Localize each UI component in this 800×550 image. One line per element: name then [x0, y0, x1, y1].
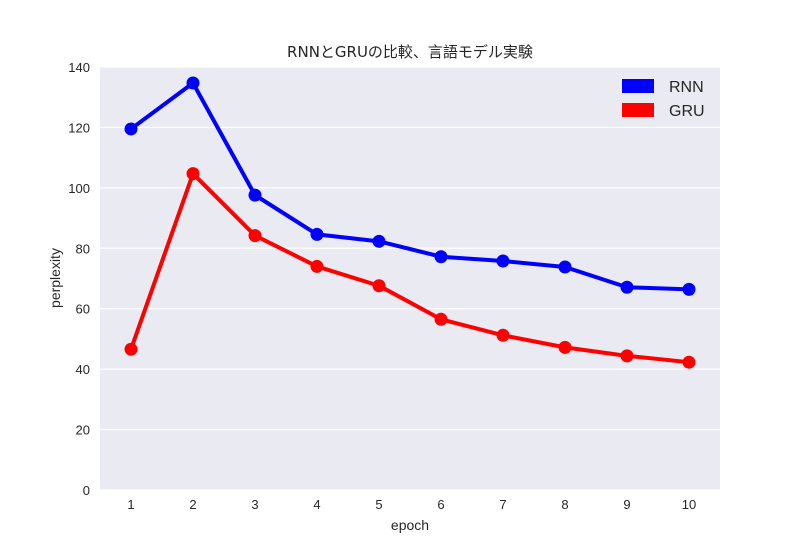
x-tick-label-6: 6 [437, 497, 444, 512]
gru-point-7 [496, 328, 510, 342]
rnn-point-9 [620, 280, 634, 294]
rnn-point-2 [186, 76, 200, 90]
rnn-point-8 [558, 260, 572, 274]
gru-point-9 [620, 349, 634, 363]
x-tick-label-9: 9 [623, 497, 630, 512]
y-tick-label-80: 80 [76, 241, 90, 256]
gru-point-5 [372, 279, 386, 293]
y-tick-label-0: 0 [83, 483, 90, 498]
x-tick-labels: 1 2 3 4 5 6 7 8 9 10 [127, 497, 696, 512]
y-tick-labels: 0 20 40 60 80 100 120 140 [68, 60, 90, 498]
rnn-point-10 [682, 282, 696, 296]
rnn-point-6 [434, 250, 448, 264]
gru-point-8 [558, 340, 572, 354]
y-tick-label-100: 100 [68, 181, 90, 196]
legend-label-gru: GRU [669, 103, 705, 120]
x-tick-label-10: 10 [682, 497, 696, 512]
gru-point-6 [434, 312, 448, 326]
x-tick-label-2: 2 [189, 497, 196, 512]
x-tick-label-7: 7 [499, 497, 506, 512]
legend-swatch-gru [622, 103, 654, 117]
y-tick-label-140: 140 [68, 60, 90, 75]
rnn-series-line [129, 81, 691, 292]
gru-point-1 [124, 342, 138, 356]
legend-label-rnn: RNN [669, 79, 704, 96]
plot-background [100, 67, 720, 490]
x-axis-label: epoch [391, 517, 429, 533]
chart-title: RNNとGRUの比較、言語モデル実験 [287, 43, 533, 61]
gru-series-line [129, 171, 691, 365]
rnn-point-3 [248, 188, 262, 202]
x-tick-label-8: 8 [561, 497, 568, 512]
rnn-point-1 [124, 122, 138, 136]
y-tick-label-120: 120 [68, 120, 90, 135]
series-layer [124, 76, 696, 369]
rnn-point-7 [496, 254, 510, 268]
y-tick-label-40: 40 [76, 362, 90, 377]
rnn-point-4 [310, 227, 324, 241]
x-tick-label-5: 5 [375, 497, 382, 512]
legend-swatch-rnn [622, 79, 654, 93]
x-tick-label-1: 1 [127, 497, 134, 512]
y-tick-label-60: 60 [76, 302, 90, 317]
y-tick-label-20: 20 [76, 423, 90, 438]
rnn-point-5 [372, 234, 386, 248]
x-tick-label-4: 4 [313, 497, 320, 512]
gru-point-2 [186, 167, 200, 181]
gru-point-3 [248, 229, 262, 243]
x-tick-label-3: 3 [251, 497, 258, 512]
y-axis-label: perplexity [47, 248, 63, 308]
legend: RNN GRU [622, 79, 705, 120]
gru-point-4 [310, 259, 324, 273]
gru-point-10 [682, 355, 696, 369]
